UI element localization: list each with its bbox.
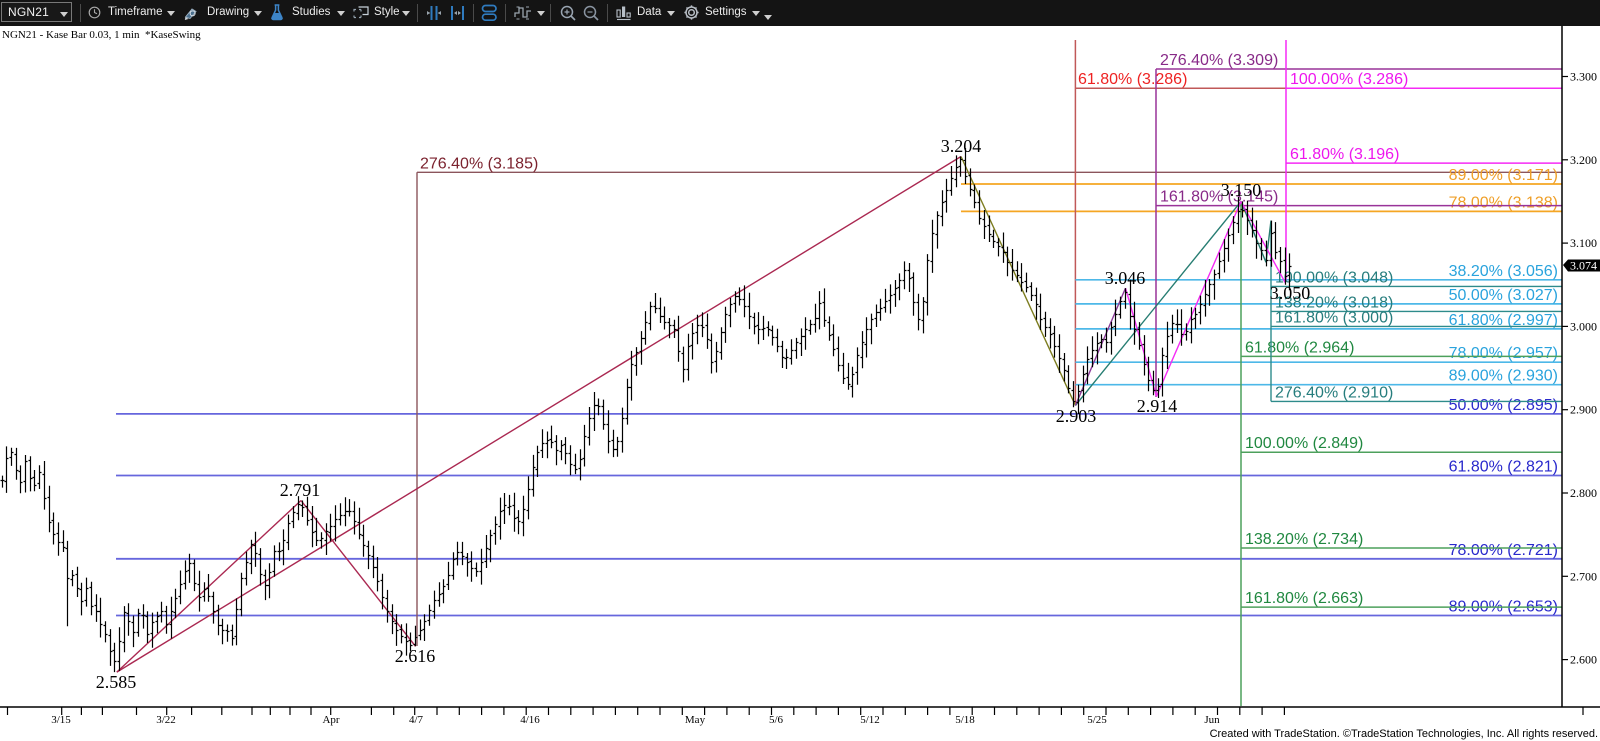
svg-text:3.200: 3.200 bbox=[1570, 153, 1597, 167]
svg-text:Jun: Jun bbox=[1204, 714, 1220, 726]
svg-text:2.700: 2.700 bbox=[1570, 569, 1597, 583]
svg-text:3/15: 3/15 bbox=[51, 714, 71, 726]
svg-text:61.80% (3.196): 61.80% (3.196) bbox=[1290, 146, 1399, 163]
svg-text:276.40% (3.185): 276.40% (3.185) bbox=[420, 155, 538, 172]
svg-text:3.046: 3.046 bbox=[1105, 268, 1146, 288]
svg-text:2.903: 2.903 bbox=[1056, 406, 1097, 426]
svg-text:3.074: 3.074 bbox=[1570, 259, 1597, 273]
svg-text:50.00% (3.027): 50.00% (3.027) bbox=[1449, 287, 1558, 304]
svg-text:38.20% (3.056): 38.20% (3.056) bbox=[1449, 263, 1558, 280]
svg-text:Apr: Apr bbox=[322, 714, 339, 726]
svg-text:3.000: 3.000 bbox=[1570, 319, 1597, 333]
svg-text:2.914: 2.914 bbox=[1137, 396, 1178, 416]
svg-text:161.80% (3.000): 161.80% (3.000) bbox=[1275, 309, 1393, 326]
svg-text:5/18: 5/18 bbox=[955, 714, 975, 726]
svg-text:May: May bbox=[685, 714, 706, 726]
svg-text:4/7: 4/7 bbox=[409, 714, 424, 726]
svg-text:4/16: 4/16 bbox=[520, 714, 540, 726]
svg-text:5/6: 5/6 bbox=[769, 714, 784, 726]
svg-text:2.791: 2.791 bbox=[280, 480, 321, 500]
svg-text:161.80% (3.145): 161.80% (3.145) bbox=[1160, 189, 1278, 206]
svg-text:2.900: 2.900 bbox=[1570, 403, 1597, 417]
svg-text:89.00% (3.171): 89.00% (3.171) bbox=[1449, 167, 1558, 184]
svg-text:100.00% (3.286): 100.00% (3.286) bbox=[1290, 71, 1408, 88]
svg-text:3.100: 3.100 bbox=[1570, 236, 1597, 250]
svg-text:161.80% (2.663): 161.80% (2.663) bbox=[1245, 590, 1363, 607]
svg-text:276.40% (3.309): 276.40% (3.309) bbox=[1160, 52, 1278, 69]
svg-text:61.80% (2.997): 61.80% (2.997) bbox=[1449, 312, 1558, 329]
svg-text:Created with TradeStation. ©Tr: Created with TradeStation. ©TradeStation… bbox=[1210, 728, 1598, 740]
svg-text:138.20% (3.018): 138.20% (3.018) bbox=[1275, 294, 1393, 311]
svg-text:NGN21 - Kase Bar 0.03, 1 min: NGN21 - Kase Bar 0.03, 1 min *KaseSwing bbox=[2, 29, 201, 41]
svg-text:2.585: 2.585 bbox=[96, 672, 137, 692]
svg-text:5/25: 5/25 bbox=[1087, 714, 1107, 726]
svg-text:61.80% (2.964): 61.80% (2.964) bbox=[1245, 339, 1354, 356]
svg-text:3/22: 3/22 bbox=[156, 714, 176, 726]
svg-text:78.00% (2.957): 78.00% (2.957) bbox=[1449, 345, 1558, 362]
svg-text:78.00% (3.138): 78.00% (3.138) bbox=[1449, 194, 1558, 211]
svg-text:100.00% (2.849): 100.00% (2.849) bbox=[1245, 435, 1363, 452]
svg-text:3.300: 3.300 bbox=[1570, 70, 1597, 84]
svg-text:5/12: 5/12 bbox=[860, 714, 880, 726]
svg-text:138.20% (2.734): 138.20% (2.734) bbox=[1245, 531, 1363, 548]
svg-text:2.800: 2.800 bbox=[1570, 486, 1597, 500]
svg-text:2.600: 2.600 bbox=[1570, 653, 1597, 667]
svg-text:100.00% (3.048): 100.00% (3.048) bbox=[1275, 269, 1393, 286]
svg-text:61.80% (2.821): 61.80% (2.821) bbox=[1449, 459, 1558, 476]
svg-text:3.204: 3.204 bbox=[941, 136, 982, 156]
svg-text:89.00% (2.930): 89.00% (2.930) bbox=[1449, 368, 1558, 385]
svg-text:2.616: 2.616 bbox=[395, 646, 436, 666]
svg-text:3.150: 3.150 bbox=[1221, 180, 1262, 200]
svg-text:276.40% (2.910): 276.40% (2.910) bbox=[1275, 384, 1393, 401]
svg-text:50.00% (2.895): 50.00% (2.895) bbox=[1449, 397, 1558, 414]
svg-text:61.80% (3.286): 61.80% (3.286) bbox=[1078, 71, 1187, 88]
svg-text:3.050: 3.050 bbox=[1270, 283, 1311, 303]
svg-text:78.00% (2.721): 78.00% (2.721) bbox=[1449, 542, 1558, 559]
